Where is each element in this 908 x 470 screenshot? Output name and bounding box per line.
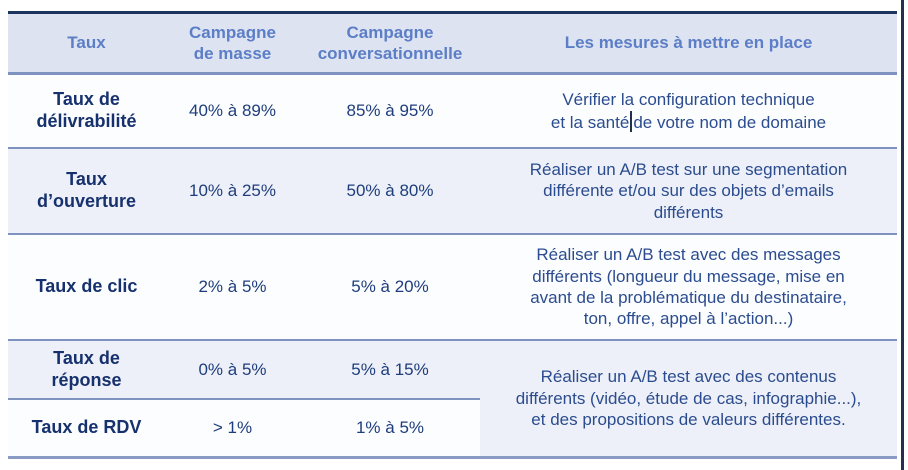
table-row: Taux de RDV > 1% 1% à 5%: [8, 399, 897, 459]
value-masse-clic: 2% à 5%: [165, 234, 300, 341]
value-masse-reponse: 0% à 5%: [165, 340, 300, 400]
measure-cell-delivrabilite-active-edit[interactable]: Vérifier la configuration technique et la…: [480, 73, 897, 149]
table-row: Taux de délivrabilité 40% à 89% 85% à 95…: [8, 73, 897, 149]
row-label-delivrabilite: Taux de délivrabilité: [8, 73, 165, 149]
value-conversationnelle-clic: 5% à 20%: [300, 234, 480, 341]
measure-text-before-cursor: et la santé: [550, 112, 630, 132]
column-header-taux: Taux: [8, 12, 165, 75]
table-row: Taux de réponse 0% à 5% 5% à 15% Réalise…: [8, 340, 897, 459]
row-label-ouverture: Taux d’ouverture: [8, 148, 165, 235]
text-cursor: [630, 110, 633, 132]
email-metrics-table: Taux Campagne de masse Campagne conversa…: [8, 11, 897, 459]
value-masse-delivrabilite: 40% à 89%: [165, 73, 300, 149]
column-header-campagne-de-masse: Campagne de masse: [165, 12, 300, 75]
row-label-clic: Taux de clic: [8, 234, 165, 341]
table-row: Taux d’ouverture 10% à 25% 50% à 80% Réa…: [8, 148, 897, 235]
value-masse-rdv: > 1%: [165, 399, 300, 459]
window-right-border: [901, 0, 904, 470]
table-header-row: Taux Campagne de masse Campagne conversa…: [8, 12, 897, 75]
measure-text-line1: Vérifier la configuration technique: [562, 90, 815, 110]
value-conversationnelle-rdv: 1% à 5%: [300, 399, 480, 459]
value-masse-ouverture: 10% à 25%: [165, 148, 300, 235]
row-label-reponse: Taux de réponse: [8, 340, 165, 400]
value-conversationnelle-delivrabilite: 85% à 95%: [300, 73, 480, 149]
column-header-mesures: Les mesures à mettre en place: [480, 12, 897, 75]
value-conversationnelle-reponse: 5% à 15%: [300, 340, 480, 400]
measure-cell-ouverture: Réaliser un A/B test sur une segmentatio…: [480, 148, 897, 235]
measure-cell-clic: Réaliser un A/B test avec des messages d…: [480, 234, 897, 341]
value-conversationnelle-ouverture: 50% à 80%: [300, 148, 480, 235]
row-label-rdv: Taux de RDV: [8, 399, 165, 459]
column-header-campagne-conversationnelle: Campagne conversationnelle: [300, 12, 480, 75]
table-row: Taux de clic 2% à 5% 5% à 20% Réaliser u…: [8, 234, 897, 341]
measure-text-after-cursor: de votre nom de domaine: [633, 112, 827, 132]
measure-cell-reponse-rdv-merged: Réaliser un A/B test avec des contenus d…: [480, 340, 897, 459]
